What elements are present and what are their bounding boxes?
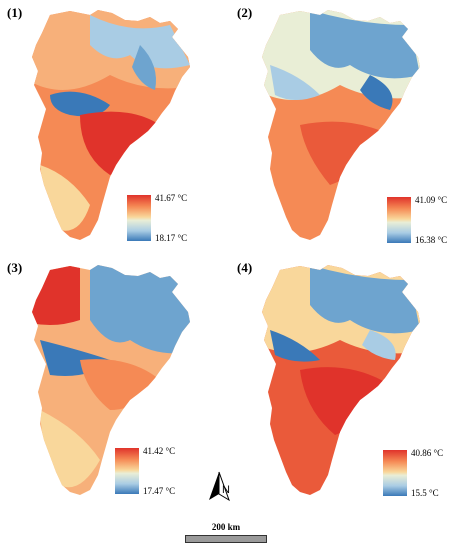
north-arrow: N	[205, 470, 233, 504]
temperature-map	[32, 265, 190, 495]
panel-label: (4)	[237, 260, 253, 275]
panel-2: (2) 41.09 °C 16.38 °C	[235, 5, 448, 245]
panel-label: (1)	[7, 5, 23, 20]
temperature-map	[32, 10, 190, 240]
north-label: N	[222, 484, 230, 496]
scale-label: 200 km	[211, 522, 241, 532]
legend-gradient	[383, 450, 407, 496]
panel-3: (3) 41.42 °C 17.47 °C	[5, 260, 215, 500]
legend-max-label: 41.09 °C	[415, 195, 448, 205]
panel-1: (1) 41.67 °C 18.17 °C	[5, 5, 215, 245]
panel-label: (3)	[7, 260, 23, 275]
scale-bar-rect	[185, 535, 267, 543]
legend-min-label: 15.5 °C	[411, 488, 439, 498]
legend-gradient	[387, 197, 411, 243]
temperature-map	[262, 10, 420, 240]
legend-min-label: 18.17 °C	[155, 233, 188, 243]
legend-max-label: 41.67 °C	[155, 193, 188, 203]
panel-4: (4) 40.86 °C 15.5 °C	[235, 260, 445, 500]
north-arrow-icon	[209, 471, 230, 502]
panel-label: (2)	[237, 5, 253, 20]
legend-gradient	[127, 195, 151, 241]
legend-max-label: 41.42 °C	[143, 446, 176, 456]
legend-gradient	[115, 448, 139, 494]
legend-min-label: 17.47 °C	[143, 486, 176, 496]
legend-max-label: 40.86 °C	[411, 448, 444, 458]
legend-min-label: 16.38 °C	[415, 235, 448, 245]
temperature-map	[262, 265, 420, 495]
